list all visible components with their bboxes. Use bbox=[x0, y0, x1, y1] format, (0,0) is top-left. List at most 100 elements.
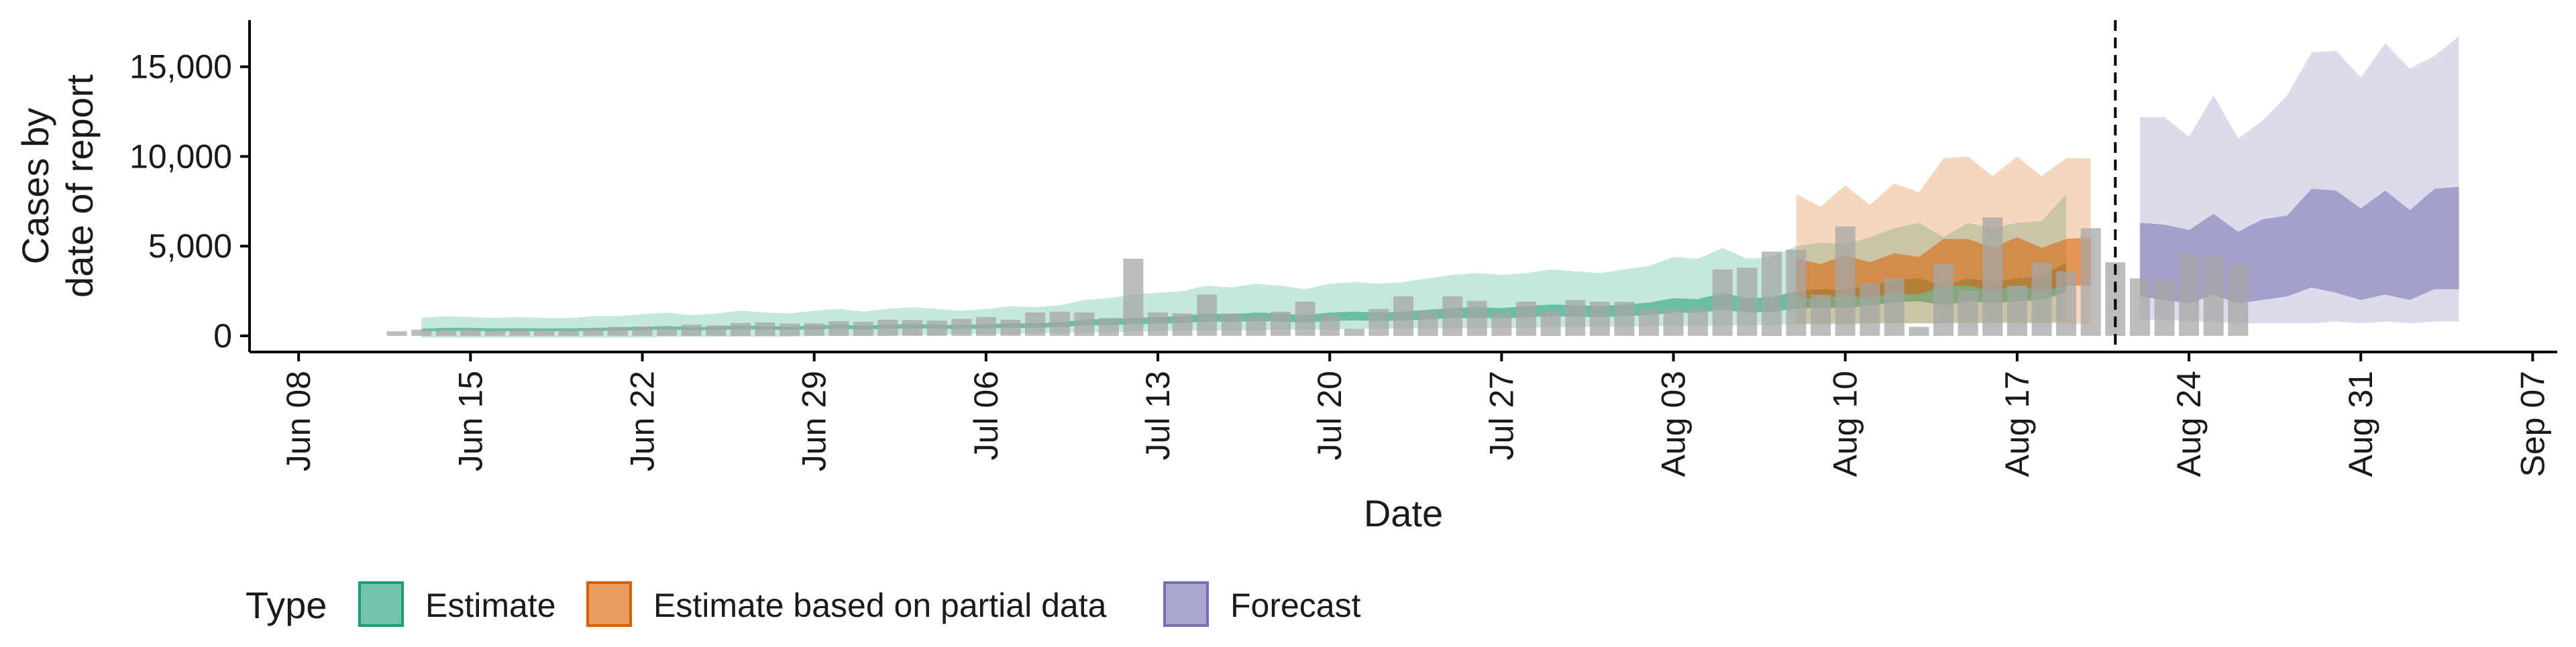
case-bar bbox=[411, 329, 432, 336]
case-bar bbox=[1811, 294, 1831, 336]
case-bar bbox=[1123, 258, 1144, 336]
case-bar bbox=[1320, 315, 1340, 336]
case-bar bbox=[951, 318, 972, 336]
case-bar bbox=[902, 320, 923, 336]
case-bar bbox=[1172, 313, 1193, 336]
case-bar bbox=[386, 331, 407, 336]
case-bar bbox=[755, 322, 775, 336]
case-bar bbox=[780, 323, 800, 336]
case-bar bbox=[460, 329, 481, 336]
case-bar bbox=[1565, 300, 1586, 336]
case-bar bbox=[1589, 302, 1610, 336]
case-bar bbox=[1025, 312, 1046, 336]
case-bar bbox=[657, 327, 678, 336]
x-tick-label: Aug 24 bbox=[2170, 371, 2208, 477]
case-bar bbox=[435, 330, 456, 336]
case-bar bbox=[1148, 312, 1168, 336]
uncertainty-bands bbox=[421, 36, 2459, 338]
case-bar bbox=[485, 330, 505, 336]
case-bar bbox=[2203, 257, 2224, 336]
y-tick-label: 0 bbox=[213, 317, 232, 355]
x-tick-label: Sep 07 bbox=[2514, 371, 2551, 477]
case-bar bbox=[1688, 308, 1709, 336]
x-tick-label: Aug 03 bbox=[1655, 371, 1693, 477]
case-bar bbox=[804, 323, 824, 336]
case-bar bbox=[1737, 268, 1758, 336]
case-bar bbox=[1639, 308, 1659, 336]
x-tick-label: Aug 10 bbox=[1827, 371, 1864, 477]
case-bar bbox=[1860, 284, 1880, 336]
case-bar bbox=[1540, 310, 1561, 336]
legend-label-forecast: Forecast bbox=[1230, 587, 1361, 624]
x-tick-label: Jun 15 bbox=[451, 371, 489, 471]
case-bar bbox=[853, 322, 873, 336]
case-bar bbox=[975, 316, 996, 336]
case-bar bbox=[1344, 329, 1364, 336]
case-bar bbox=[1957, 291, 1978, 336]
case-bar bbox=[1909, 327, 1929, 336]
case-bar bbox=[607, 327, 628, 336]
y-axis-title-line: date of report bbox=[58, 74, 101, 298]
legend-key-forecast bbox=[1163, 581, 1209, 627]
case-bar bbox=[1368, 308, 1389, 336]
legend-label-estimate-based-on-partial-data: Estimate based on partial data bbox=[653, 587, 1107, 624]
x-tick-label: Jul 13 bbox=[1139, 371, 1177, 460]
reported-case-bars bbox=[386, 217, 2249, 336]
y-tick-label: 15,000 bbox=[129, 48, 232, 86]
chart-axes: 0 5,000 10,000 15,000 Jun 08 Jun 15 Jun 22 Jun … bbox=[14, 20, 2557, 534]
x-tick-label: Jun 29 bbox=[796, 371, 833, 471]
case-bar bbox=[1074, 312, 1095, 336]
case-bar bbox=[828, 321, 849, 336]
case-bar bbox=[1933, 263, 1954, 336]
case-bar bbox=[1393, 296, 1413, 336]
case-bar bbox=[1786, 249, 1807, 336]
case-bar bbox=[1835, 226, 1856, 336]
y-axis-title: Cases bydate of report bbox=[14, 74, 101, 298]
case-bar bbox=[534, 330, 555, 336]
case-bar bbox=[1982, 217, 2003, 336]
x-tick-label: Aug 31 bbox=[2342, 371, 2379, 477]
x-tick-label: Jul 27 bbox=[1483, 371, 1520, 460]
case-bar bbox=[2056, 271, 2077, 336]
case-bar bbox=[1049, 311, 1070, 336]
case-bar bbox=[1295, 302, 1316, 336]
x-tick-label: Jun 08 bbox=[280, 371, 317, 471]
case-bar bbox=[1516, 302, 1536, 336]
x-tick-label: Jul 06 bbox=[967, 371, 1005, 460]
case-bar bbox=[1271, 311, 1291, 336]
case-bar bbox=[1442, 296, 1463, 336]
case-bar bbox=[1884, 278, 1904, 336]
case-bar bbox=[1000, 319, 1021, 336]
case-bar bbox=[2129, 278, 2150, 336]
x-tick-label: Jul 20 bbox=[1311, 371, 1348, 460]
case-bar bbox=[1761, 251, 1782, 336]
case-bar bbox=[1491, 312, 1512, 336]
legend-key-estimate-based-on-partial-data bbox=[586, 581, 632, 627]
case-bar bbox=[509, 329, 530, 336]
case-bar bbox=[1246, 316, 1267, 336]
case-bar bbox=[558, 330, 579, 336]
chart-legend: Type Estimate Estimate based on partial da… bbox=[246, 581, 1361, 627]
x-tick-label: Aug 17 bbox=[1998, 371, 2036, 477]
case-bar bbox=[1221, 313, 1242, 336]
case-bar bbox=[1098, 318, 1119, 336]
case-bar bbox=[1417, 310, 1438, 336]
legend-key-estimate bbox=[358, 581, 404, 627]
legend-title: Type bbox=[246, 584, 327, 626]
case-bar bbox=[2031, 262, 2052, 336]
case-bar bbox=[706, 325, 727, 336]
case-bar bbox=[2080, 228, 2101, 336]
case-bar bbox=[2228, 263, 2249, 336]
case-bar bbox=[2179, 253, 2200, 336]
case-bar bbox=[2154, 280, 2175, 336]
x-axis-title: Date bbox=[1364, 492, 1443, 534]
y-tick-label: 5,000 bbox=[148, 227, 232, 265]
y-axis-title-line: Cases by bbox=[14, 108, 56, 264]
case-bar bbox=[583, 328, 604, 336]
case-bar bbox=[1614, 302, 1635, 336]
case-bar bbox=[632, 327, 653, 336]
x-tick-label: Jun 22 bbox=[624, 371, 661, 471]
case-bar bbox=[730, 322, 751, 336]
